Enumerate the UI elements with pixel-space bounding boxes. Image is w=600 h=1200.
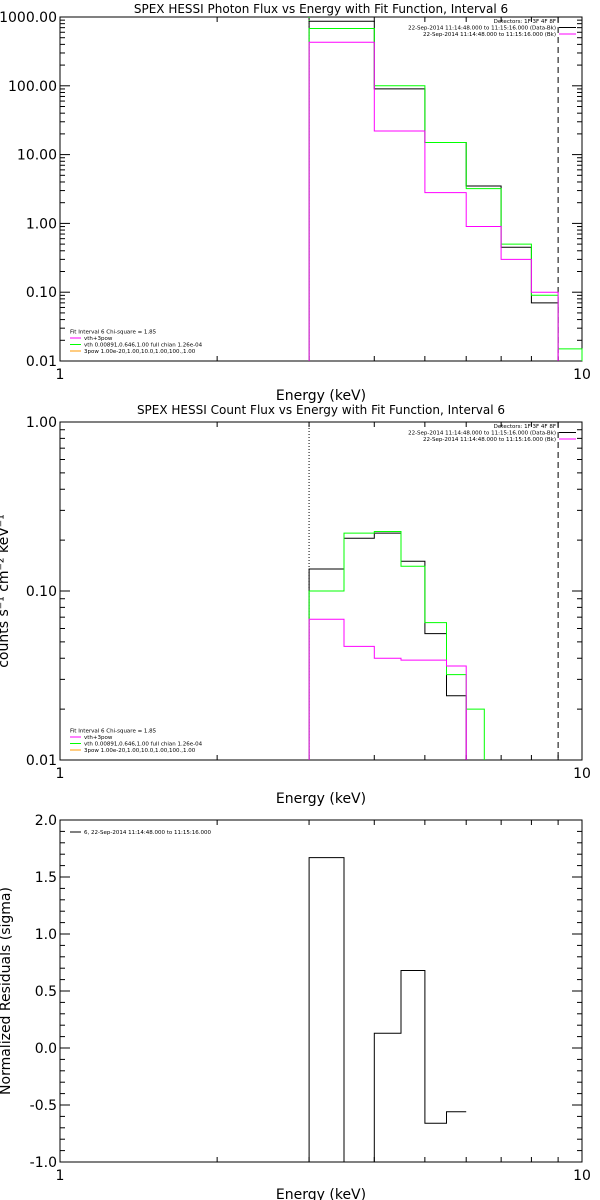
chart-title: SPEX HESSI Count Flux vs Energy with Fit… — [137, 403, 505, 417]
x-tick-label: 1 — [56, 766, 65, 782]
y-tick-label: -0.5 — [30, 1098, 57, 1114]
y-tick-label: 0.01 — [26, 753, 57, 769]
series-residuals-histogram — [308, 857, 467, 1163]
legend-entry: 6, 22-Sep-2014 11:14:48.000 to 11:15:16.… — [84, 830, 211, 836]
x-axis-label: Energy (keV) — [276, 791, 366, 807]
legend-entry: vth 0.00891,0.646,1.00 full chian 1.26e-… — [84, 742, 203, 748]
y-tick-label: 0.5 — [35, 984, 57, 1000]
y-tick-label: 0.10 — [26, 285, 57, 301]
legend-entry: vth+3pow — [84, 735, 113, 741]
x-tick-label: 10 — [573, 1168, 591, 1184]
y-axis-label: counts s⁻¹ cm⁻² keV⁻¹ — [0, 514, 12, 668]
y-tick-label: 1.00 — [26, 415, 57, 431]
legend-entry: vth 0.00891,0.646,1.00 full chian 1.26e-… — [84, 343, 203, 349]
count-flux-panel: SPEX HESSI Count Flux vs Energy with Fit… — [0, 403, 591, 807]
legend-entry: vth+3pow — [84, 336, 113, 342]
legend-entry: Detectors: 1F 3F 4F 8F — [494, 424, 556, 430]
y-tick-label: 1.00 — [26, 216, 57, 232]
x-tick-label: 1 — [56, 367, 65, 383]
y-tick-label: 0.10 — [26, 584, 57, 600]
series-vth-histogram — [308, 41, 559, 361]
y-tick-label: 10.00 — [17, 148, 57, 164]
series-fit-histogram — [308, 28, 583, 361]
y-tick-label: 1000.00 — [0, 10, 57, 26]
legend-entry: 22-Sep-2014 11:14:48.000 to 11:15:16.000… — [408, 26, 556, 32]
series-data-histogram — [308, 532, 467, 760]
series-background-histogram — [308, 618, 467, 760]
y-tick-label: 0.01 — [26, 354, 57, 370]
legend-entry: Fit Interval 6 Chi-square = 1.85 — [70, 729, 157, 735]
y-tick-label: 1.0 — [35, 927, 57, 943]
plot-frame — [59, 819, 583, 1163]
y-tick-label: 100.00 — [8, 79, 57, 95]
legend-entry: 22-Sep-2014 11:14:48.000 to 11:15:16.000… — [423, 32, 556, 38]
series-data-histogram — [308, 20, 559, 361]
x-tick-label: 10 — [573, 367, 591, 383]
legend-entry: 3pow 1.00e-20,1.00,10.0,1.00,100.,1.00 — [84, 748, 196, 754]
x-tick-label: 10 — [573, 766, 591, 782]
legend-entry: Detectors: 1F 3F 4F 8F — [494, 19, 556, 25]
legend-entry: 3pow 1.00e-20,1.00,10.0,1.00,100.,1.00 — [84, 349, 196, 355]
y-tick-label: -1.0 — [30, 1155, 57, 1171]
photon-flux-panel: SPEX HESSI Photon Flux vs Energy with Fi… — [0, 2, 591, 404]
series-fit-histogram — [308, 531, 485, 760]
legend-entry: Fit Interval 6 Chi-square = 1.85 — [70, 330, 157, 336]
x-tick-label: 1 — [56, 1168, 65, 1184]
chart-title: SPEX HESSI Photon Flux vs Energy with Fi… — [134, 2, 508, 16]
y-tick-label: 0.0 — [35, 1041, 57, 1057]
y-tick-label: 2.0 — [35, 813, 57, 829]
y-tick-label: 1.5 — [35, 870, 57, 886]
legend-entry: 22-Sep-2014 11:14:48.000 to 11:15:16.000… — [423, 437, 556, 443]
plot-frame — [59, 16, 583, 362]
x-axis-label: Energy (keV) — [276, 1187, 366, 1200]
x-axis-label: Energy (keV) — [276, 388, 366, 404]
legend-entry: 22-Sep-2014 11:14:48.000 to 11:15:16.000… — [408, 431, 556, 437]
y-axis-label: Normalized Residuals (sigma) — [0, 887, 14, 1095]
residuals-panel: Energy (keV) Normalized Residuals (sigma)… — [0, 813, 591, 1200]
